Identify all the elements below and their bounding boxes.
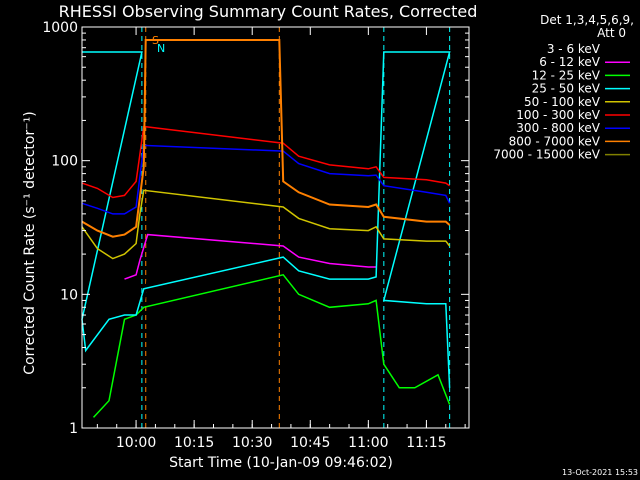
legend-label-3: 25 - 50 keV	[532, 82, 601, 96]
segment-label-n: N	[157, 42, 165, 55]
x-tick-label-2: 10:30	[232, 435, 272, 451]
y-tick-label-0: 1	[69, 421, 78, 437]
series-line-1	[124, 233, 377, 280]
series-line-0	[124, 266, 369, 336]
series-line-3	[81, 51, 451, 388]
legend-label-5: 100 - 300 keV	[516, 108, 600, 122]
plot-frame	[81, 26, 470, 429]
footer-date: 13-Oct-2021 15:53	[562, 468, 638, 477]
plot-lines	[81, 27, 451, 428]
y-tick-label-2: 100	[51, 154, 78, 170]
x-axis-label: Start Time (10-Jan-09 09:46:02)	[169, 455, 393, 471]
series-line-7	[81, 39, 451, 238]
y-axis-label: Corrected Count Rate (s⁻¹ detector⁻¹)	[22, 111, 38, 374]
legend-label-8: 7000 - 15000 keV	[493, 148, 600, 162]
legend-label-7: 800 - 7000 keV	[509, 134, 601, 148]
chart-title: RHESSI Observing Summary Count Rates, Co…	[59, 2, 478, 21]
legend-label-1: 6 - 12 keV	[539, 55, 601, 69]
legend-label-0: 3 - 6 keV	[547, 42, 601, 56]
x-tick-label-4: 11:00	[348, 435, 388, 451]
series-line-5	[81, 125, 451, 199]
segment-label-s: S	[152, 34, 159, 47]
legend-label-6: 300 - 800 keV	[516, 121, 600, 135]
legend-label-2: 12 - 25 keV	[532, 68, 601, 82]
x-tick-label-0: 10:00	[116, 435, 156, 451]
axis-ticks: 10:00 10:15 10:30 10:45 11:00 11:15 1 10 100 1000	[42, 20, 469, 451]
y-tick-label-1: 10	[60, 287, 78, 303]
legend-label-4: 50 - 100 keV	[524, 95, 601, 109]
series-line-6	[81, 144, 451, 215]
series-line-4	[81, 189, 451, 260]
x-tick-label-3: 10:45	[290, 435, 330, 451]
x-tick-label-5: 11:15	[406, 435, 446, 451]
series-line-2	[92, 273, 451, 418]
y-tick-label-3: 1000	[42, 20, 78, 36]
x-tick-label-1: 10:15	[174, 435, 214, 451]
legend-header-1: Det 1,3,4,5,6,9,	[540, 13, 634, 27]
legend-header-2: Att 0	[597, 26, 626, 40]
